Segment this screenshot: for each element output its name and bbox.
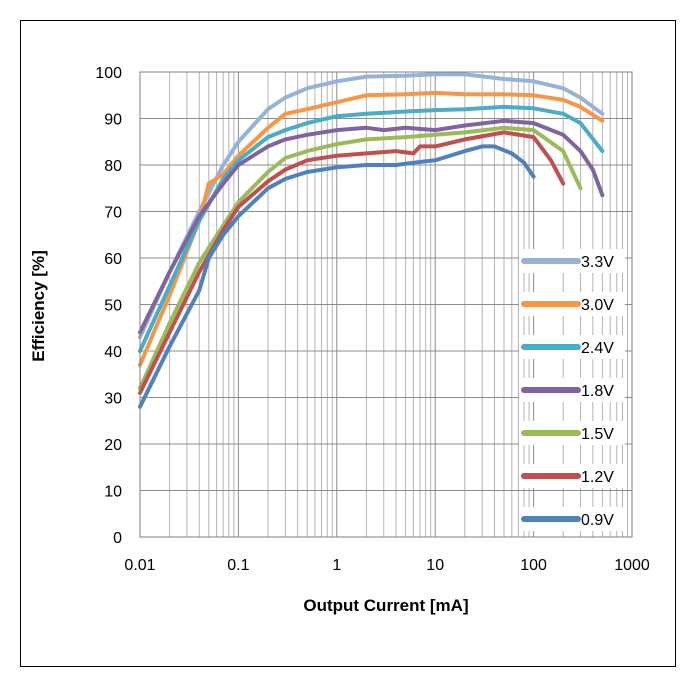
legend-label: 2.4V: [581, 340, 614, 357]
series-line-1-5V: [138, 125, 583, 391]
y-tick-label: 40: [104, 344, 122, 361]
legend-label: 3.0V: [581, 297, 614, 314]
y-tick-label: 30: [104, 391, 122, 408]
y-tick-label: 20: [104, 437, 122, 454]
legend-label: 1.5V: [581, 426, 614, 443]
y-tick-label: 50: [104, 298, 122, 315]
legend-label: 3.3V: [581, 254, 614, 271]
y-tick-label: 70: [104, 205, 122, 222]
series-layer: [138, 72, 605, 409]
legend-label: 1.2V: [581, 469, 614, 486]
plot-area-border: [139, 71, 633, 538]
legend-label: 1.8V: [581, 383, 614, 400]
series-line-1-2V: [138, 130, 566, 395]
x-tick-label: 0.01: [124, 557, 155, 574]
x-tick-label: 10: [426, 557, 444, 574]
x-tick-label: 1: [332, 557, 341, 574]
y-axis-title: Efficiency [%]: [29, 250, 48, 361]
y-tick-label: 10: [104, 484, 122, 501]
x-tick-label: 100: [520, 557, 547, 574]
y-tick-label: 60: [104, 251, 122, 268]
series-line-1-8V: [138, 118, 605, 335]
x-axis-title: Output Current [mA]: [303, 596, 468, 615]
y-tick-label: 100: [95, 65, 122, 82]
series-line-3-3V: [138, 72, 605, 340]
axis-layer: 0 10 20 30 40 50 60 70 80 90 100 0.01 0.1 1 10 100 1000: [95, 65, 650, 574]
series-line-0-9V: [138, 144, 536, 409]
y-tick-label: 80: [104, 158, 122, 175]
x-tick-label: 0.1: [227, 557, 249, 574]
legend-label: 0.9V: [581, 512, 614, 529]
legend-layer: 3.3V 3.0V 2.4V 1.8V 1.5V 1.2V 0.9V: [519, 249, 625, 531]
y-tick-label: 90: [104, 112, 122, 129]
x-tick-label: 1000: [614, 557, 650, 574]
y-tick-label: 0: [113, 530, 122, 547]
series-line-3-0V: [138, 90, 605, 367]
